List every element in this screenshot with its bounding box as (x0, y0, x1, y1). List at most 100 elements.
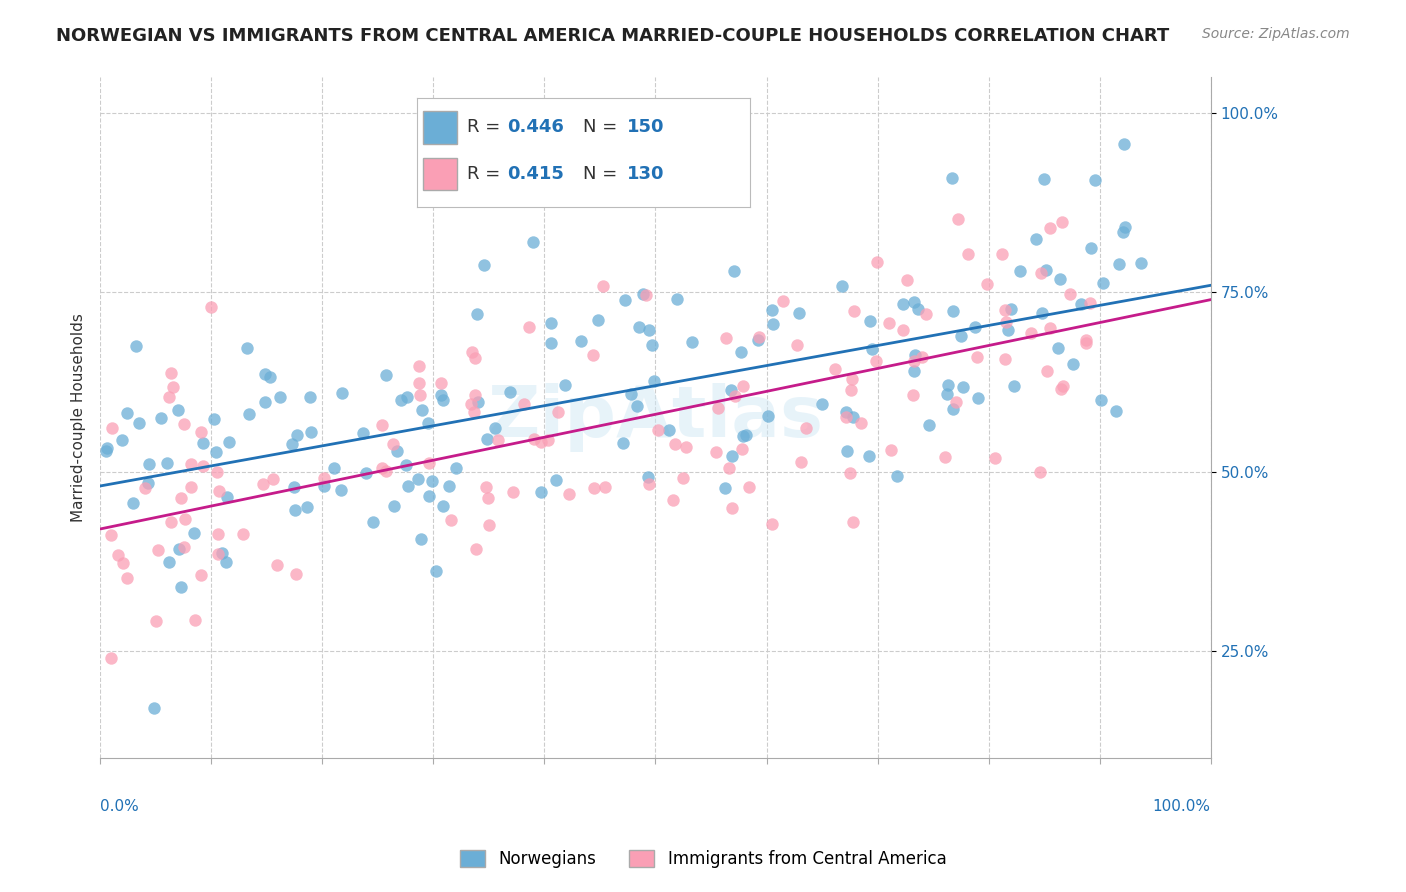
Point (125, 339, 148, 353)
Point (312, 471, 335, 485)
Point (411, 532, 433, 546)
Point (253, 395, 276, 409)
Point (1039, 220, 1062, 235)
Point (720, 501, 742, 516)
Point (1052, 378, 1074, 392)
Point (886, 468, 908, 483)
Point (839, 383, 862, 397)
Point (299, 425, 322, 439)
Point (758, 409, 780, 424)
Point (94, 444, 117, 458)
Point (523, 432, 546, 446)
Point (478, 518, 501, 533)
Point (408, 376, 430, 391)
Point (411, 403, 433, 417)
Point (211, 546, 233, 560)
Point (162, 380, 184, 394)
Point (941, 171, 963, 186)
Point (991, 247, 1014, 261)
Point (1104, 404, 1126, 418)
Point (1050, 214, 1073, 228)
Point (1062, 357, 1084, 371)
Point (200, 301, 222, 315)
Point (361, 515, 384, 529)
Point (997, 323, 1019, 337)
Point (896, 273, 918, 287)
Point (790, 454, 813, 468)
Text: ZipAtlas: ZipAtlas (488, 384, 824, 452)
Point (540, 336, 562, 351)
Point (1050, 382, 1073, 396)
Point (107, 549, 129, 563)
Point (661, 180, 683, 194)
Point (641, 338, 664, 352)
Point (156, 456, 179, 470)
Point (707, 401, 730, 416)
Point (134, 481, 156, 495)
Point (762, 317, 785, 331)
Point (593, 480, 616, 494)
Point (811, 397, 834, 411)
Point (259, 370, 281, 384)
Point (100, 651, 122, 665)
Point (463, 405, 485, 419)
Point (761, 516, 783, 531)
Point (963, 320, 986, 334)
Point (664, 437, 686, 451)
Point (420, 475, 443, 489)
Point (238, 407, 260, 421)
Point (647, 423, 669, 437)
Point (540, 316, 562, 330)
Point (772, 293, 794, 308)
Point (837, 444, 859, 458)
Point (475, 432, 498, 446)
Point (205, 444, 228, 458)
Point (465, 542, 488, 557)
Point (475, 479, 498, 493)
Point (207, 547, 229, 561)
Point (628, 319, 651, 334)
Point (681, 335, 703, 350)
Point (631, 287, 654, 301)
Point (1031, 266, 1053, 280)
Point (465, 307, 488, 321)
Point (967, 391, 990, 405)
Point (637, 470, 659, 484)
Point (1008, 264, 1031, 278)
Point (266, 558, 288, 572)
Point (544, 473, 567, 487)
Point (517, 320, 540, 334)
Point (841, 372, 863, 386)
Point (835, 409, 858, 424)
Point (1019, 326, 1042, 340)
Point (945, 394, 967, 409)
Point (613, 293, 636, 308)
Point (430, 388, 453, 402)
Point (891, 297, 914, 311)
Point (298, 390, 321, 404)
Point (467, 395, 489, 409)
Point (375, 368, 398, 382)
Point (634, 288, 657, 302)
Point (167, 541, 190, 556)
Point (464, 388, 486, 402)
Point (569, 334, 592, 348)
Point (851, 416, 873, 430)
Point (262, 472, 284, 486)
Legend: Norwegians, Immigrants from Central America: Norwegians, Immigrants from Central Amer… (453, 843, 953, 875)
Point (529, 485, 551, 500)
Point (734, 428, 756, 442)
Point (138, 457, 160, 471)
Point (425, 564, 447, 578)
Point (314, 479, 336, 493)
Point (502, 485, 524, 500)
Point (461, 345, 484, 359)
Point (190, 425, 212, 439)
Point (159, 390, 181, 404)
Point (903, 364, 925, 378)
Point (330, 386, 353, 401)
Point (112, 556, 135, 570)
Point (440, 513, 463, 527)
Point (193, 459, 215, 474)
Point (917, 417, 939, 432)
